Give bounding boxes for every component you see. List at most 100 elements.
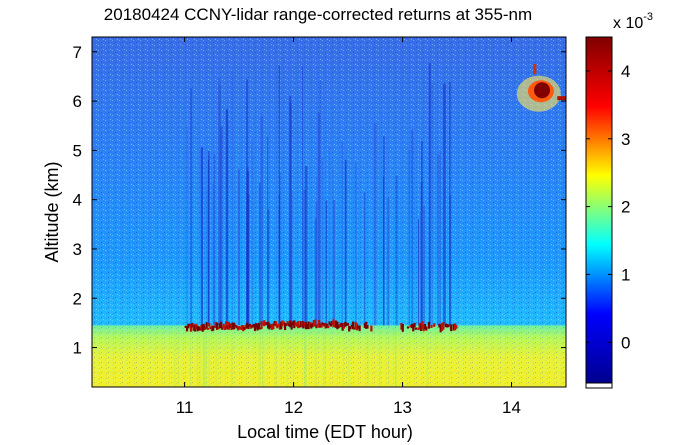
cloud-cell xyxy=(334,320,338,328)
boundary-layer-streak xyxy=(388,327,390,387)
cloud-cell xyxy=(452,323,455,331)
cloud-cell xyxy=(251,324,254,328)
cloud-cell xyxy=(358,325,361,332)
cloud-cell xyxy=(350,324,353,328)
cloud-cell xyxy=(333,321,336,328)
boundary-layer-streak xyxy=(230,327,233,387)
y-tick-label: 4 xyxy=(73,191,82,210)
cloud-cell xyxy=(319,323,322,328)
boundary-layer-streak xyxy=(286,327,288,387)
boundary-layer-streak xyxy=(205,327,208,387)
upper-cloud-patch xyxy=(516,64,566,112)
cloud-cell xyxy=(412,324,415,332)
cloud-cell xyxy=(357,325,360,329)
cloud-cell xyxy=(409,325,412,328)
x-axis: 11 12 13 14 xyxy=(176,37,521,417)
signal-streak xyxy=(200,147,204,326)
boundary-layer-streak xyxy=(395,327,397,387)
cloud-cell xyxy=(193,324,196,332)
cloud-cell xyxy=(233,322,236,330)
signal-streak xyxy=(251,138,254,326)
boundary-layer-streak xyxy=(208,327,210,387)
x-tick-label: 11 xyxy=(176,398,194,417)
signal-streak xyxy=(437,154,440,326)
cloud-cell xyxy=(422,324,425,332)
cloud-cell xyxy=(230,323,233,331)
cloud-cell xyxy=(231,322,234,330)
cloud-cell xyxy=(312,319,315,327)
cloud-cell xyxy=(444,323,448,328)
cloud-cell xyxy=(184,325,187,328)
cloud-cell xyxy=(425,326,428,331)
signal-streak xyxy=(231,71,233,326)
cloud-cell xyxy=(264,322,267,326)
cloud-cell xyxy=(239,326,242,330)
boundary-layer-streak xyxy=(426,327,429,387)
signal-streak xyxy=(418,218,419,326)
cloud-cell xyxy=(338,323,342,328)
cloud-cell xyxy=(234,324,237,327)
cloud-cell xyxy=(238,326,241,330)
signal-streak xyxy=(383,136,385,326)
cloud-cell xyxy=(440,323,444,331)
cloud-cell xyxy=(287,323,291,327)
cloud-cell xyxy=(455,325,458,329)
signal-streak xyxy=(279,172,281,326)
cloud-cell xyxy=(200,324,203,331)
cloud-cell xyxy=(263,320,266,327)
signal-streak xyxy=(246,171,250,326)
cloud-cell xyxy=(236,326,240,331)
cloud-cell xyxy=(192,323,195,331)
cloud-cell xyxy=(197,326,200,331)
colorbar-tick-label: 2 xyxy=(621,198,630,217)
cloud-cell xyxy=(278,324,281,330)
boundary-layer-streak xyxy=(348,327,350,387)
signal-streak xyxy=(314,218,317,326)
cloud-cell xyxy=(290,323,293,330)
cloud-cell xyxy=(276,324,279,329)
signal-streak xyxy=(259,182,261,326)
boundary-layer-streak xyxy=(323,327,326,387)
cloud-cell xyxy=(315,325,318,329)
cloud-cell xyxy=(337,324,340,329)
cloud-cell xyxy=(323,322,326,327)
cloud-cell xyxy=(298,324,301,328)
signal-streak xyxy=(220,126,223,326)
cloud-fragment xyxy=(557,96,566,101)
cloud-cell xyxy=(257,322,261,330)
cloud-cell xyxy=(285,323,288,326)
signal-streak xyxy=(333,199,336,326)
cloud-cell xyxy=(410,323,414,329)
signal-streak xyxy=(439,150,441,326)
cloud-cell xyxy=(189,324,193,332)
signal-streak xyxy=(373,123,377,326)
signal-streak xyxy=(420,211,423,326)
signal-streak xyxy=(344,159,347,326)
signal-streak xyxy=(328,146,330,326)
cloud-cell xyxy=(289,320,292,328)
chart-title: 20180424 CCNY-lidar range-corrected retu… xyxy=(104,5,532,24)
cloud-fragment xyxy=(533,64,537,75)
signal-streak xyxy=(267,137,269,326)
x-tick-label: 14 xyxy=(502,398,521,417)
signal-streak xyxy=(206,190,208,326)
signal-streak xyxy=(208,151,210,326)
cloud-cell xyxy=(185,326,189,332)
y-tick-label: 1 xyxy=(73,339,82,358)
cloud-cell xyxy=(227,321,230,330)
signal-streak xyxy=(316,175,318,326)
cloud-cell xyxy=(212,326,215,331)
cloud-cell xyxy=(418,322,421,330)
cloud-cell xyxy=(201,324,204,332)
cloud-cell xyxy=(217,327,220,330)
signal-streak xyxy=(317,112,321,326)
colorbar-underflow xyxy=(585,382,613,389)
signal-streak xyxy=(267,209,270,326)
signal-streak xyxy=(449,81,451,326)
signal-streak xyxy=(363,192,366,326)
signal-streak xyxy=(278,65,280,326)
boundary-layer-streak xyxy=(379,327,381,387)
cloud-cell xyxy=(229,324,232,329)
cloud-cell xyxy=(414,327,417,330)
cloud-cell xyxy=(246,322,249,329)
